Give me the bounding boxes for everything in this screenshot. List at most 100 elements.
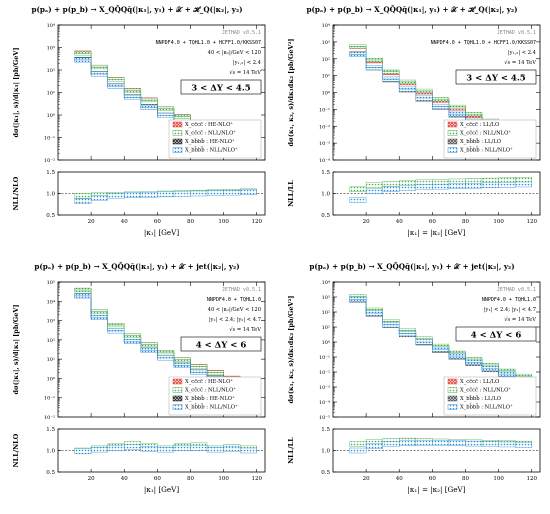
rapidity-cut: |y₁| < 2.4; |y₂| < 4.7 [209, 317, 261, 323]
legend-entry: X_cc̄cc̄ : NLL/NLO⁺ [185, 131, 236, 137]
x-tick-label: 100 [493, 476, 504, 482]
dy-range-label: 4 < ΔY < 6 [196, 341, 247, 351]
legend-entry: X_cc̄cc̄ : HE-NLO⁺ [185, 379, 233, 385]
y-tick-label: 10¹ [322, 74, 330, 80]
x-tick-label: 100 [218, 219, 229, 225]
y-tick-label: 10⁵ [47, 280, 55, 286]
x-tick-label: 80 [462, 219, 469, 225]
energy-label: √s = 14 TeV [504, 316, 536, 323]
ratio-y-tick-label: 0.5 [46, 213, 55, 219]
main-plot-frame [57, 281, 266, 418]
chart-panel-3: p(pₐ) + p(p_b) → X_QQ̄Qq̄(|κ₁|, y₁) + 𝒳 … [0, 257, 275, 514]
ratio-band [157, 446, 175, 453]
ratio-band [349, 441, 367, 447]
main-plot-frame [332, 281, 541, 418]
x-tick-label: 120 [251, 219, 262, 225]
dy-range-label: 3 < ΔY < 4.5 [191, 84, 251, 94]
legend-box [443, 376, 537, 416]
ratio-band [349, 447, 367, 454]
ratio-y-tick-label: 0.5 [321, 470, 330, 476]
x-tick-label: 20 [88, 219, 95, 225]
y-tick-label: 10² [47, 68, 55, 74]
ratio-band [498, 441, 516, 448]
legend-swatch [172, 130, 183, 136]
ratio-axis-label: NLL/NLO [12, 176, 20, 210]
x-tick-label: 120 [526, 476, 537, 482]
y-tick-label: 10⁻⁴ [319, 158, 330, 164]
y-tick-label: 10⁻² [319, 370, 330, 376]
legend-swatch [172, 138, 183, 145]
dy-box [455, 69, 537, 85]
legend-entry: X_cc̄cc̄ : NLL/NLO⁺ [460, 388, 511, 394]
ratio-band [124, 444, 141, 450]
ratio-band [124, 192, 141, 198]
ratio-band [382, 181, 400, 187]
x-tick-label: 40 [121, 219, 128, 225]
ratio-band [514, 181, 532, 188]
y-tick-label: 10² [322, 57, 330, 63]
ratio-band [514, 442, 532, 448]
y-tick-label: 10¹ [322, 325, 330, 331]
y-axis-label: dσ(|κ₁|, s)/d|κ₁| [pb/GeV] [12, 47, 20, 137]
dy-box [180, 336, 262, 352]
legend-swatch [172, 395, 183, 402]
y-axis-label: dσ(|κ₁|, s)/d|κ₁| [pb/GeV] [12, 304, 20, 394]
y-tick-label: 10⁴ [322, 280, 330, 286]
kinematic-cut: |y₁,₂| < 2.4 [508, 50, 537, 56]
ratio-band [349, 186, 367, 192]
ratio-band [415, 184, 433, 190]
ratio-band [465, 183, 483, 189]
jethad-version: JETHAD v0.5.1 [222, 30, 261, 36]
x-axis-label: |κ₁| = |κ₂| [GeV] [407, 228, 465, 237]
ratio-band [448, 178, 466, 185]
y-tick-label: 10⁻³ [319, 385, 330, 391]
kinematic-cut: |y₁| < 2.4; |y₂| < 4.7 [484, 307, 536, 313]
x-tick-label: 60 [429, 219, 436, 225]
x-axis-label: |κ₁| [GeV] [144, 228, 179, 237]
x-tick-label: 40 [396, 219, 403, 225]
ratio-series-2 [74, 189, 257, 204]
legend-swatch [172, 121, 183, 128]
y-axis-label: dσ(κ₁, κ₂, s)/dκ₁dκ₂ [pb/GeV²] [287, 39, 295, 147]
y-tick-label: 10³ [47, 46, 55, 52]
y-tick-label: 10⁻¹ [319, 107, 330, 113]
chart-title: p(pₐ) + p(p_b) → X_QQ̄Qq̄(|κ₁|, y₁) + 𝒳 … [306, 5, 517, 14]
chart-panel-2: p(pₐ) + p(p_b) → X_QQ̄Qq̄(|κ₁|, y₁) + 𝒳 … [275, 0, 550, 257]
legend-swatch [447, 378, 458, 385]
ratio-band [365, 188, 383, 195]
ratio-y-tick-label: 1.5 [321, 427, 330, 433]
ratio-band [481, 441, 499, 447]
y-tick-label: 10⁻³ [319, 141, 330, 147]
ratio-band [382, 441, 400, 447]
ratio-band [190, 190, 208, 197]
y-tick-label: 10⁰ [47, 113, 55, 119]
legend-entry: X_bb̄bb̄ : NLL/NLO⁺ [185, 403, 238, 410]
y-tick-label: 10² [322, 310, 330, 316]
dy-range-label: 4 < ΔY < 6 [471, 331, 522, 341]
x-tick-label: 20 [363, 219, 370, 225]
legend-swatch [447, 395, 458, 402]
x-tick-label: 80 [462, 476, 469, 482]
legend-entry: X_bb̄bb̄ : LL/LO [460, 395, 501, 402]
chart-panel-4: p(pₐ) + p(p_b) → X_QQ̄Qq̄(|κ₁|, y₁) + 𝒳 … [275, 257, 550, 514]
ratio-band [432, 179, 450, 185]
ratio-band [190, 445, 208, 451]
y-tick-label: 10⁻⁴ [319, 400, 330, 406]
series-line [349, 299, 532, 380]
series-line [74, 289, 257, 383]
x-tick-label: 100 [218, 476, 229, 482]
legend-swatch [172, 387, 183, 393]
ratio-y-tick-label: 1.0 [46, 449, 55, 455]
ratio-band [481, 177, 499, 184]
ratio-axis-label: NLL/LL [287, 437, 295, 464]
ratio-band [90, 446, 108, 453]
pdf-set: NNPDF4.0 + TQHL1.0 [482, 297, 536, 303]
ratio-band [432, 183, 450, 190]
ratio-band [448, 440, 466, 446]
ratio-band [107, 445, 125, 452]
ratio-series-1 [349, 177, 532, 192]
y-axis-label: dσ(κ₁, κ₂, s)/dκ₁dκ₂ [pb/GeV²] [287, 296, 295, 404]
legend-swatch [447, 121, 458, 128]
y-tick-label: 10⁻¹ [44, 136, 55, 142]
legend-entry: X_bb̄bb̄ : HE-NLO⁺ [185, 138, 235, 145]
